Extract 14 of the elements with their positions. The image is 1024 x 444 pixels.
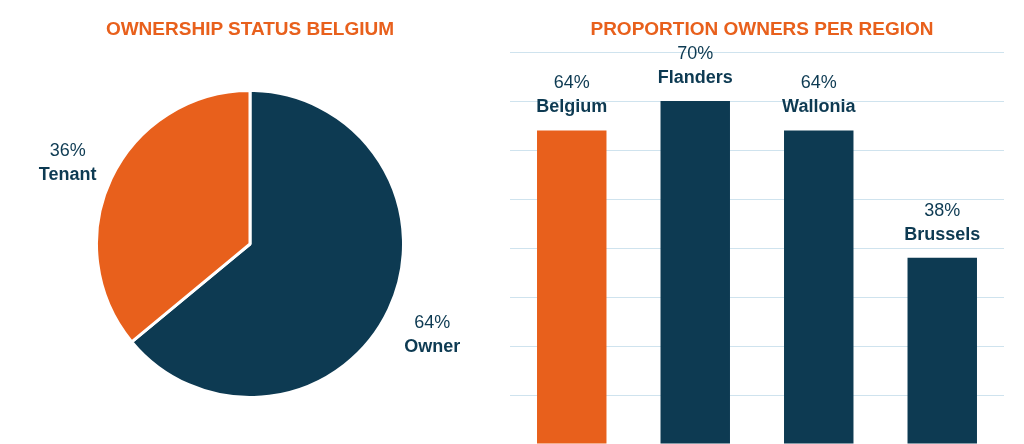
data-label: 38% — [924, 199, 961, 220]
category-label: Wallonia — [782, 96, 856, 117]
data-label: 64% — [414, 311, 451, 332]
data-label: 70% — [677, 43, 714, 63]
category-label: Brussels — [904, 223, 981, 244]
data-label: 36% — [49, 140, 86, 161]
chart-title: OWNERSHIP STATUS BELGIUM — [104, 17, 396, 40]
data-label: 64% — [553, 72, 590, 93]
data-label: 64% — [800, 72, 837, 93]
slice-label: Tenant — [38, 164, 97, 185]
slice-label: Owner — [404, 335, 461, 356]
category-label: Belgium — [536, 96, 608, 117]
chart-title: PROPORTION OWNERS PER REGION — [589, 17, 935, 40]
category-label: Flanders — [657, 67, 733, 87]
